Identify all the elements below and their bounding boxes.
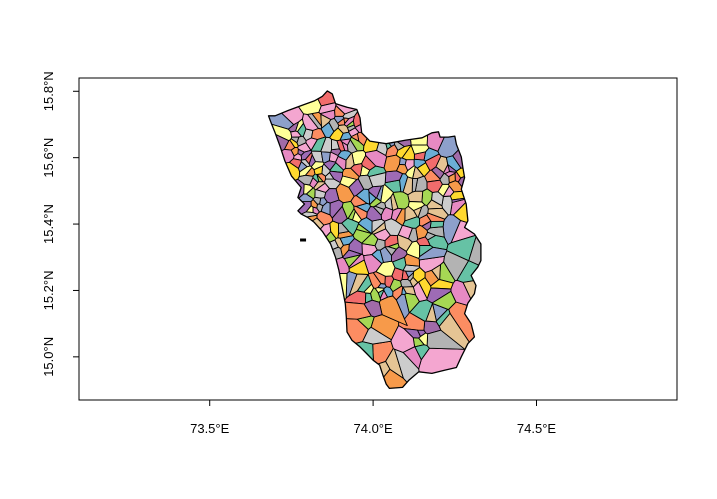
region-polygon: [421, 220, 432, 231]
region-polygon: [268, 214, 318, 251]
region-polygon: [290, 222, 332, 263]
region-polygon: [379, 246, 392, 263]
state-boundary: [267, 90, 482, 390]
goa-regions-map: [267, 90, 482, 390]
region-polygon: [328, 117, 340, 132]
region-polygon: [288, 158, 302, 169]
y-tick-label: 15.6°N: [41, 138, 56, 178]
region-polygon: [402, 286, 416, 296]
y-tick-label: 15.4°N: [41, 204, 56, 244]
y-tick-label: 15.0°N: [41, 337, 56, 377]
region-polygon: [373, 228, 391, 242]
region-polygon: [392, 256, 407, 271]
region-polygon: [370, 287, 381, 303]
region-polygon: [390, 207, 403, 222]
region-polygon: [268, 161, 301, 192]
region-polygon: [403, 328, 421, 339]
region-polygon: [313, 165, 324, 175]
region-polygon: [323, 188, 340, 204]
region-polygon: [383, 154, 401, 173]
region-polygon: [431, 290, 457, 310]
y-tick-label: 15.8°N: [41, 71, 56, 111]
region-polygon: [348, 273, 369, 297]
region-polygon: [444, 171, 456, 178]
region-polygon: [418, 332, 429, 346]
x-tick-label: 73.5°E: [190, 421, 230, 436]
region-polygon: [374, 201, 387, 210]
region-polygon: [407, 201, 426, 211]
region-polygon: [404, 90, 430, 146]
region-polygon: [437, 90, 481, 158]
region-polygon: [350, 195, 368, 207]
region-polygon: [352, 90, 419, 128]
region-polygon: [395, 144, 412, 159]
region-polygon: [363, 299, 383, 318]
region-polygon: [350, 133, 360, 142]
region-polygon: [268, 341, 375, 389]
region-polygon: [392, 285, 404, 301]
region-polygon: [268, 272, 348, 357]
y-tick-label: 15.2°N: [41, 271, 56, 311]
islet: [300, 238, 307, 242]
region-polygon: [268, 217, 325, 282]
region-polygon: [372, 271, 386, 285]
region-polygon: [297, 174, 314, 186]
region-polygon: [271, 246, 344, 278]
region-polygon: [402, 176, 413, 196]
x-tick-label: 74.5°E: [517, 421, 557, 436]
x-axis: 73.5°E 74.0°E 74.5°E: [190, 399, 557, 436]
region-polygon: [347, 124, 356, 132]
region-polygon: [366, 206, 382, 222]
region-polygon: [431, 264, 441, 281]
region-polygon: [412, 166, 425, 179]
region-polygon: [320, 151, 331, 164]
region-polygon: [368, 172, 387, 188]
region-polygon: [384, 218, 403, 237]
region-polygon: [384, 90, 412, 148]
region-polygon: [401, 270, 409, 280]
region-polygon: [419, 244, 434, 257]
y-axis: 15.0°N 15.2°N 15.4°N 15.6°N 15.8°N: [41, 71, 80, 377]
region-polygon: [329, 170, 343, 183]
region-polygon: [443, 250, 469, 282]
region-polygon: [424, 153, 442, 171]
region-polygon: [396, 234, 413, 252]
region-polygon: [429, 220, 445, 229]
region-polygon: [340, 138, 351, 146]
region-polygon: [288, 256, 350, 275]
region-polygon: [367, 272, 382, 289]
region-polygon: [310, 199, 318, 209]
region-polygon: [355, 223, 372, 234]
region-polygon: [300, 159, 311, 168]
region-polygon: [368, 191, 377, 205]
region-polygon: [426, 179, 443, 193]
region-polygon: [381, 108, 396, 147]
region-polygon: [390, 325, 416, 353]
x-tick-label: 74.0°E: [354, 421, 394, 436]
region-polygon: [342, 249, 363, 260]
region-polygon: [425, 303, 437, 323]
region-polygon: [310, 136, 327, 152]
region-polygon: [278, 239, 339, 272]
region-polygon: [289, 138, 299, 148]
